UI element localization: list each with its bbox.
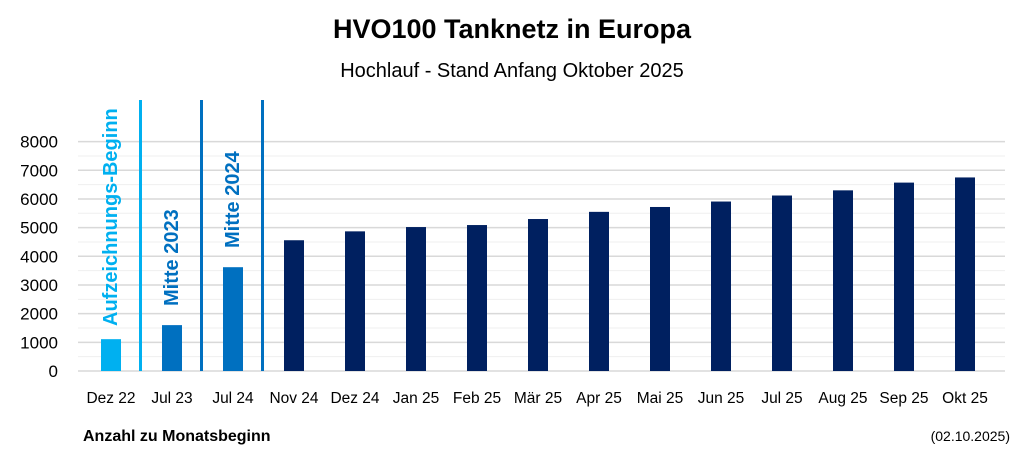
- bar-jun-25: [711, 201, 731, 371]
- y-tick-label: 6000: [20, 190, 58, 209]
- x-tick-label: Feb 25: [453, 390, 501, 407]
- bar-sep-25: [894, 182, 914, 371]
- bar-jul-23: [162, 325, 182, 371]
- y-tick-label: 2000: [20, 305, 58, 324]
- bar-nov-24: [284, 240, 304, 371]
- annotation-label: Mitte 2024: [222, 150, 244, 248]
- x-tick-label: Jul 25: [761, 390, 802, 407]
- bar-mai-25: [650, 206, 670, 371]
- bar-okt-25: [955, 177, 975, 371]
- x-tick-label: Apr 25: [576, 390, 622, 407]
- x-tick-label: Sep 25: [879, 390, 928, 407]
- chart-title: HVO100 Tanknetz in Europa: [332, 14, 692, 44]
- x-tick-label: Jul 24: [212, 390, 254, 407]
- bar-mär-25: [528, 219, 548, 371]
- x-tick-label: Mai 25: [637, 390, 684, 407]
- date-note: (02.10.2025): [930, 428, 1010, 444]
- bar-apr-25: [589, 211, 609, 371]
- x-tick-label: Aug 25: [818, 390, 867, 407]
- bar-feb-25: [467, 225, 487, 371]
- y-tick-label: 3000: [20, 276, 58, 295]
- y-tick-label: 1000: [20, 333, 58, 352]
- bar-dez-22: [101, 339, 121, 371]
- x-tick-label: Mär 25: [514, 390, 562, 407]
- x-tick-label: Jul 23: [151, 390, 192, 407]
- annotation-label: Mitte 2023: [161, 209, 183, 306]
- x-axis-label: Anzahl zu Monatsbeginn: [83, 428, 271, 445]
- annotation-label: Aufzeichnungs-Beginn: [100, 108, 122, 326]
- y-tick-label: 0: [49, 362, 58, 381]
- x-tick-label: Dez 22: [86, 390, 135, 407]
- x-tick-label: Dez 24: [330, 390, 379, 407]
- bar-jul-24: [223, 267, 243, 371]
- x-tick-label: Nov 24: [269, 390, 318, 407]
- x-tick-label: Jan 25: [393, 390, 440, 407]
- chart-subtitle: Hochlauf - Stand Anfang Oktober 2025: [340, 60, 684, 82]
- y-tick-label: 8000: [20, 133, 58, 152]
- y-tick-label: 4000: [20, 247, 58, 266]
- bar-aug-25: [833, 190, 853, 371]
- bar-dez-24: [345, 231, 365, 371]
- bar-jan-25: [406, 227, 426, 371]
- bar-jul-25: [772, 195, 792, 371]
- y-tick-label: 7000: [20, 161, 58, 180]
- x-tick-label: Okt 25: [942, 390, 988, 407]
- y-tick-label: 5000: [20, 219, 58, 238]
- x-tick-label: Jun 25: [698, 390, 745, 407]
